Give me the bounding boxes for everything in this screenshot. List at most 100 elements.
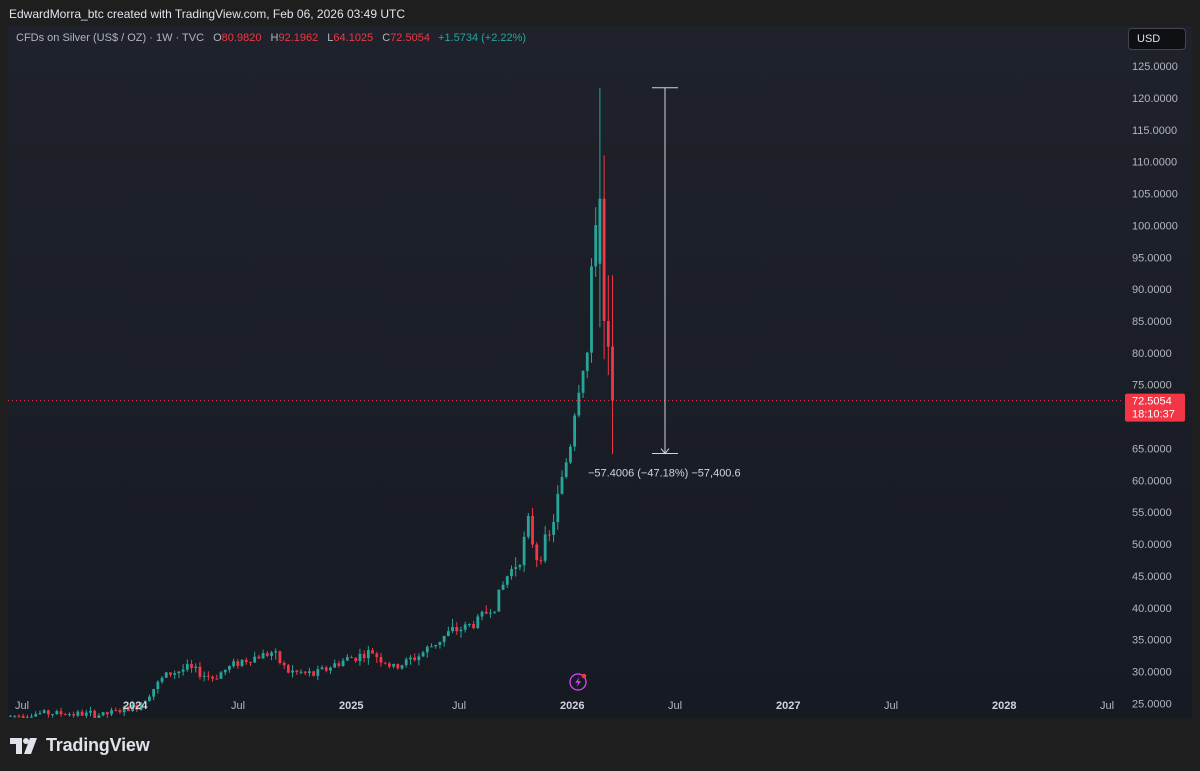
candle bbox=[472, 620, 475, 630]
candle bbox=[135, 703, 139, 713]
last-price-value: 72.5054 bbox=[1132, 396, 1172, 408]
time-tick-label: Jul bbox=[668, 700, 682, 712]
candle bbox=[122, 705, 126, 717]
candle bbox=[526, 513, 530, 540]
candle bbox=[286, 663, 290, 674]
candle bbox=[244, 657, 248, 665]
candle bbox=[80, 709, 84, 717]
candle bbox=[42, 708, 46, 714]
price-tick-label: 60.0000 bbox=[1132, 475, 1172, 487]
candle bbox=[404, 657, 408, 668]
candle bbox=[476, 614, 480, 629]
candle bbox=[442, 635, 446, 647]
lightning-icon bbox=[575, 677, 581, 687]
price-tick-label: 115.0000 bbox=[1132, 125, 1177, 137]
candle bbox=[497, 589, 501, 612]
candle bbox=[341, 658, 345, 667]
candle bbox=[425, 645, 429, 658]
candle bbox=[68, 712, 71, 717]
candle bbox=[501, 581, 505, 591]
price-axis[interactable]: 25.0000 30.0000 35.0000 40.0000 45.0000 50.00… bbox=[1132, 29, 1178, 710]
candle bbox=[240, 659, 244, 668]
candle bbox=[169, 672, 172, 678]
price-tick-label: 75.0000 bbox=[1132, 380, 1172, 392]
chart-pane[interactable]: −57.4006 (−47.18%) −57,400.6 25.0000 30.0… bbox=[8, 26, 1192, 718]
price-tick-label: 95.0000 bbox=[1132, 252, 1172, 264]
candle bbox=[270, 650, 273, 661]
candle bbox=[223, 669, 227, 676]
notification-dot bbox=[581, 673, 587, 679]
candle bbox=[9, 715, 12, 718]
candle bbox=[594, 207, 598, 277]
bar-countdown: 18:10:37 bbox=[1132, 409, 1175, 421]
measure-label: −57.4006 (−47.18%) −57,400.6 bbox=[588, 468, 741, 480]
candle bbox=[590, 258, 593, 363]
candle bbox=[93, 709, 97, 718]
candle bbox=[489, 608, 492, 618]
candle bbox=[291, 664, 294, 678]
price-tick-label: 80.0000 bbox=[1132, 348, 1172, 360]
time-tick-label: 2028 bbox=[992, 700, 1016, 712]
candle bbox=[569, 444, 572, 465]
currency-button[interactable]: USD bbox=[1128, 28, 1186, 50]
price-tick-label: 40.0000 bbox=[1132, 603, 1172, 615]
candle bbox=[446, 626, 450, 637]
tradingview-logo[interactable]: TradingView bbox=[10, 735, 150, 756]
candle bbox=[463, 621, 467, 633]
candle bbox=[55, 709, 59, 715]
candle bbox=[434, 644, 438, 649]
candle bbox=[101, 712, 105, 717]
candle bbox=[455, 622, 459, 635]
price-chart[interactable]: −57.4006 (−47.18%) −57,400.6 25.0000 30.0… bbox=[8, 26, 1192, 718]
candle bbox=[219, 671, 223, 679]
candle bbox=[329, 666, 332, 674]
candle bbox=[581, 370, 585, 398]
candle bbox=[539, 556, 543, 565]
close-value: 72.5054 bbox=[390, 32, 430, 44]
last-price-tag: 72.5054 18:10:37 bbox=[1125, 393, 1185, 422]
candle bbox=[274, 648, 278, 660]
candle bbox=[354, 657, 358, 663]
candle bbox=[17, 714, 21, 718]
candle bbox=[413, 653, 417, 662]
candle bbox=[215, 674, 219, 680]
candle bbox=[156, 680, 160, 694]
candle bbox=[30, 713, 33, 718]
measure-tool[interactable]: −57.4006 (−47.18%) −57,400.6 bbox=[588, 87, 741, 480]
events-marker[interactable] bbox=[569, 673, 587, 691]
candle bbox=[598, 87, 602, 328]
measure-arrow-icon bbox=[660, 448, 670, 455]
candle bbox=[105, 711, 109, 718]
candle bbox=[278, 650, 282, 665]
candle bbox=[202, 671, 206, 682]
candle bbox=[350, 655, 353, 659]
price-tick-label: 45.0000 bbox=[1132, 571, 1172, 583]
candle bbox=[303, 671, 307, 676]
overlays: −57.4006 (−47.18%) −57,400.6 bbox=[8, 87, 1122, 691]
time-axis[interactable]: Jul 2024 Jul 2025 Jul 2026 Jul 2027 Jul 2028 Jul bbox=[15, 700, 1114, 712]
candle bbox=[249, 661, 252, 666]
candle bbox=[531, 507, 534, 548]
candle bbox=[421, 650, 425, 658]
candle bbox=[392, 663, 396, 669]
time-tick-label: 2025 bbox=[339, 700, 363, 712]
candle bbox=[21, 713, 25, 718]
candle bbox=[265, 651, 269, 658]
candle bbox=[345, 654, 349, 662]
price-tick-label: 30.0000 bbox=[1132, 666, 1172, 678]
candle bbox=[606, 275, 610, 376]
candle bbox=[467, 623, 471, 627]
candle bbox=[38, 710, 42, 716]
candle bbox=[185, 659, 189, 672]
symbol-title[interactable]: CFDs on Silver (US$ / OZ) · 1W · TVC bbox=[16, 32, 205, 44]
candle bbox=[552, 514, 555, 543]
footer: TradingView bbox=[0, 718, 1200, 771]
time-tick-label: 2027 bbox=[776, 700, 800, 712]
high-value: 92.1962 bbox=[278, 32, 319, 44]
candle bbox=[400, 664, 404, 670]
candle bbox=[173, 670, 177, 680]
candle bbox=[312, 670, 316, 677]
price-tick-label: 85.0000 bbox=[1132, 316, 1172, 328]
candle bbox=[362, 650, 366, 663]
time-tick-label: Jul bbox=[884, 700, 898, 712]
